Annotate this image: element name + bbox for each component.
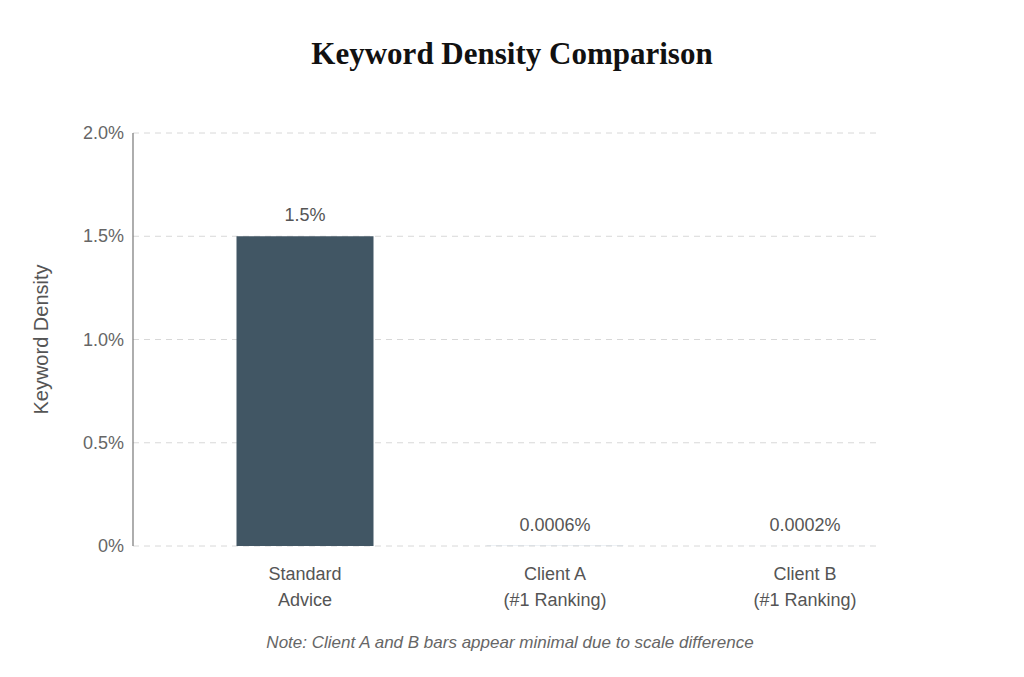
x-tick-label-line: Standard: [268, 564, 341, 584]
x-tick-label-line: (#1 Ranking): [753, 590, 856, 610]
y-axis-label: Keyword Density: [30, 264, 52, 414]
y-tick-label: 0.5%: [83, 433, 124, 453]
bar: [487, 545, 624, 546]
data-label: 0.0002%: [769, 515, 840, 535]
bar: [237, 236, 374, 546]
y-tick-label: 2.0%: [83, 123, 124, 143]
x-tick-label-line: Client A: [524, 564, 586, 584]
x-tick-label-line: Client B: [773, 564, 836, 584]
y-tick-label: 1.5%: [83, 226, 124, 246]
y-axis-line: [132, 133, 133, 546]
data-label: 1.5%: [284, 205, 325, 225]
x-tick-label: Standard Advice: [268, 564, 341, 610]
y-tick-label: 1.0%: [83, 330, 124, 350]
annotation: Note: Client A and B bars appear minimal…: [266, 633, 753, 652]
bars: [237, 236, 874, 546]
x-tick-label-line: Advice: [278, 590, 332, 610]
bar: [737, 545, 874, 546]
x-tick-label: Client B (#1 Ranking): [753, 564, 856, 610]
x-tick-label: Client A (#1 Ranking): [503, 564, 606, 610]
x-tick-label-line: (#1 Ranking): [503, 590, 606, 610]
chart: Keyword Density Comparison Keyword Densit…: [0, 0, 1024, 677]
grid-line: [133, 133, 880, 134]
data-label: 0.0006%: [519, 515, 590, 535]
title: Keyword Density Comparison: [311, 36, 712, 71]
y-tick-label: 0%: [98, 536, 124, 556]
